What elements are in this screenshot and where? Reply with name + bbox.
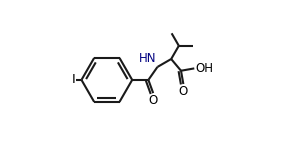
Text: O: O bbox=[149, 94, 158, 107]
Text: O: O bbox=[179, 85, 188, 98]
Text: I: I bbox=[72, 73, 75, 86]
Text: HN: HN bbox=[139, 52, 157, 65]
Text: OH: OH bbox=[195, 62, 213, 75]
